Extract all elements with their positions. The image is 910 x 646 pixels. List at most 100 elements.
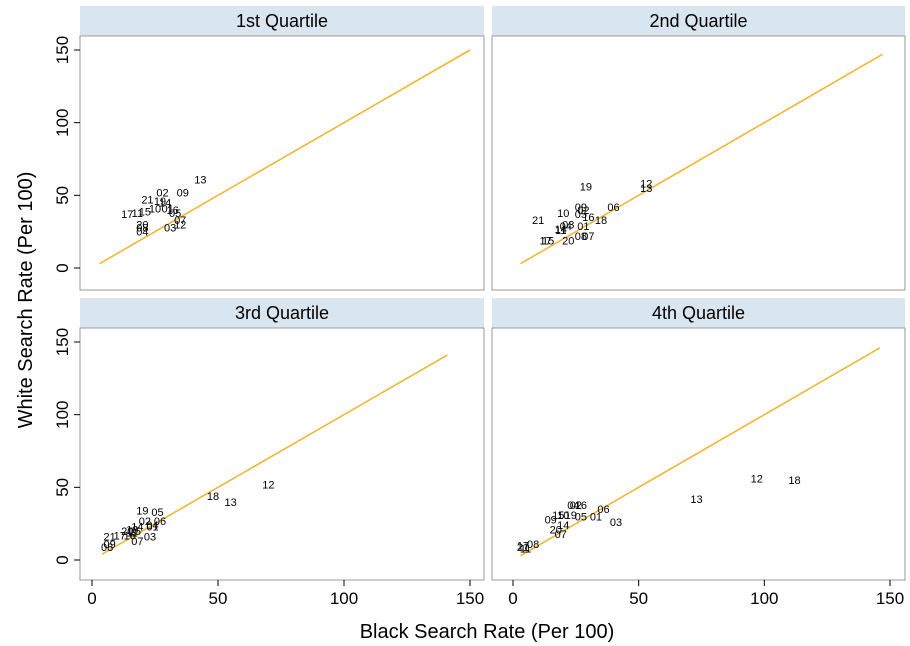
point-label: 09 bbox=[545, 514, 557, 526]
point-label: 07 bbox=[131, 536, 143, 548]
point-label: 03 bbox=[144, 532, 156, 544]
point-label: 16 bbox=[167, 205, 179, 217]
x-tick-label: 0 bbox=[508, 589, 517, 608]
point-label: 09 bbox=[575, 202, 587, 214]
y-tick-label: 100 bbox=[53, 400, 72, 428]
point-label: 15 bbox=[129, 526, 141, 538]
point-label: 15 bbox=[552, 510, 564, 522]
plot-area bbox=[491, 35, 906, 291]
point-label: 09 bbox=[104, 539, 116, 551]
point-label: 21 bbox=[104, 532, 116, 544]
point-label: 08 bbox=[575, 231, 587, 243]
point-label: 18 bbox=[788, 475, 800, 487]
point-label: 01 bbox=[577, 221, 589, 233]
point-label: 14 bbox=[555, 224, 567, 236]
point-label: 16 bbox=[124, 530, 136, 542]
point-label: 04 bbox=[136, 227, 148, 239]
x-tick-label: 50 bbox=[209, 589, 228, 608]
point-label: 07 bbox=[174, 215, 186, 227]
panel-header bbox=[492, 6, 905, 36]
point-label: 18 bbox=[207, 491, 219, 503]
point-label: 14 bbox=[131, 522, 143, 534]
x-axis-title: Black Search Rate (Per 100) bbox=[360, 621, 615, 643]
point-label: 01 bbox=[161, 203, 173, 215]
point-label: 20 bbox=[121, 526, 133, 538]
reference-line bbox=[520, 347, 881, 557]
point-label: 12 bbox=[262, 479, 274, 491]
plot-area bbox=[79, 327, 485, 581]
point-label: 06 bbox=[154, 516, 166, 528]
panel-header bbox=[80, 298, 484, 328]
point-label: 11 bbox=[132, 208, 143, 220]
y-tick-label: 150 bbox=[53, 36, 72, 64]
point-label: 19 bbox=[136, 506, 148, 518]
point-label: 20 bbox=[550, 524, 562, 536]
point-label: 14 bbox=[557, 520, 569, 532]
point-label: 08 bbox=[101, 542, 113, 554]
point-label: 07 bbox=[555, 529, 567, 541]
y-tick-label: 0 bbox=[53, 263, 72, 272]
point-label: 10 bbox=[557, 510, 569, 522]
point-label: 12 bbox=[751, 474, 763, 486]
plot-area bbox=[79, 35, 485, 291]
point-label: 02 bbox=[577, 205, 589, 217]
x-tick-label: 150 bbox=[456, 589, 484, 608]
point-label: 05 bbox=[575, 511, 587, 523]
point-label: 21 bbox=[517, 542, 529, 554]
point-label: 02 bbox=[139, 516, 151, 528]
reference-line bbox=[520, 53, 883, 265]
point-label: 15 bbox=[542, 235, 554, 247]
x-tick-label: 150 bbox=[876, 589, 904, 608]
point-label: 08 bbox=[527, 539, 539, 551]
point-label: 13 bbox=[194, 174, 206, 186]
point-label: 16 bbox=[575, 500, 587, 512]
point-label: 05 bbox=[575, 209, 587, 221]
point-label: 21 bbox=[532, 215, 544, 227]
panel-title: 3rd Quartile bbox=[235, 303, 329, 323]
point-label: 19 bbox=[580, 182, 592, 194]
reference-line bbox=[99, 49, 471, 265]
point-label: 16 bbox=[582, 212, 594, 224]
point-label: 01 bbox=[590, 511, 602, 523]
point-label: 10 bbox=[149, 203, 161, 215]
point-label: 11 bbox=[520, 543, 531, 555]
point-label: 07 bbox=[582, 231, 594, 243]
point-label: 06 bbox=[607, 202, 619, 214]
point-label: 11 bbox=[127, 527, 138, 539]
point-label: 10 bbox=[557, 208, 569, 220]
x-tick-label: 100 bbox=[750, 589, 778, 608]
reference-line bbox=[101, 354, 448, 555]
point-label: 08 bbox=[136, 222, 148, 234]
point-label: 13 bbox=[224, 497, 236, 509]
x-tick-label: 100 bbox=[330, 589, 358, 608]
point-label: 12 bbox=[640, 179, 652, 191]
point-label: 17 bbox=[121, 209, 133, 221]
y-tick-label: 50 bbox=[53, 186, 72, 205]
x-tick-label: 0 bbox=[87, 589, 96, 608]
point-label: 19 bbox=[154, 196, 166, 208]
panel-header bbox=[492, 298, 905, 328]
point-label: 02 bbox=[156, 187, 168, 199]
point-label: 13 bbox=[690, 494, 702, 506]
panel-3: 3rd Quartile 0 50 100 150 0 50 100 150 12 18 13 19 05… bbox=[53, 298, 485, 608]
point-label: 03 bbox=[164, 222, 176, 234]
y-axis-title: White Search Rate (Per 100) bbox=[15, 172, 37, 429]
panel-title: 4th Quartile bbox=[652, 303, 745, 323]
point-label: 19 bbox=[565, 510, 577, 522]
y-tick-label: 150 bbox=[53, 328, 72, 356]
point-label: 14 bbox=[159, 198, 171, 210]
point-label: 11 bbox=[555, 225, 566, 237]
panel-header bbox=[80, 6, 484, 36]
point-label: 05 bbox=[169, 208, 181, 220]
y-tick-label: 100 bbox=[53, 108, 72, 136]
point-label: 05 bbox=[151, 507, 163, 519]
point-label: 09 bbox=[177, 187, 189, 199]
point-label: 04 bbox=[560, 221, 572, 233]
x-tick-label: 50 bbox=[629, 589, 648, 608]
panel-title: 2nd Quartile bbox=[649, 11, 747, 31]
